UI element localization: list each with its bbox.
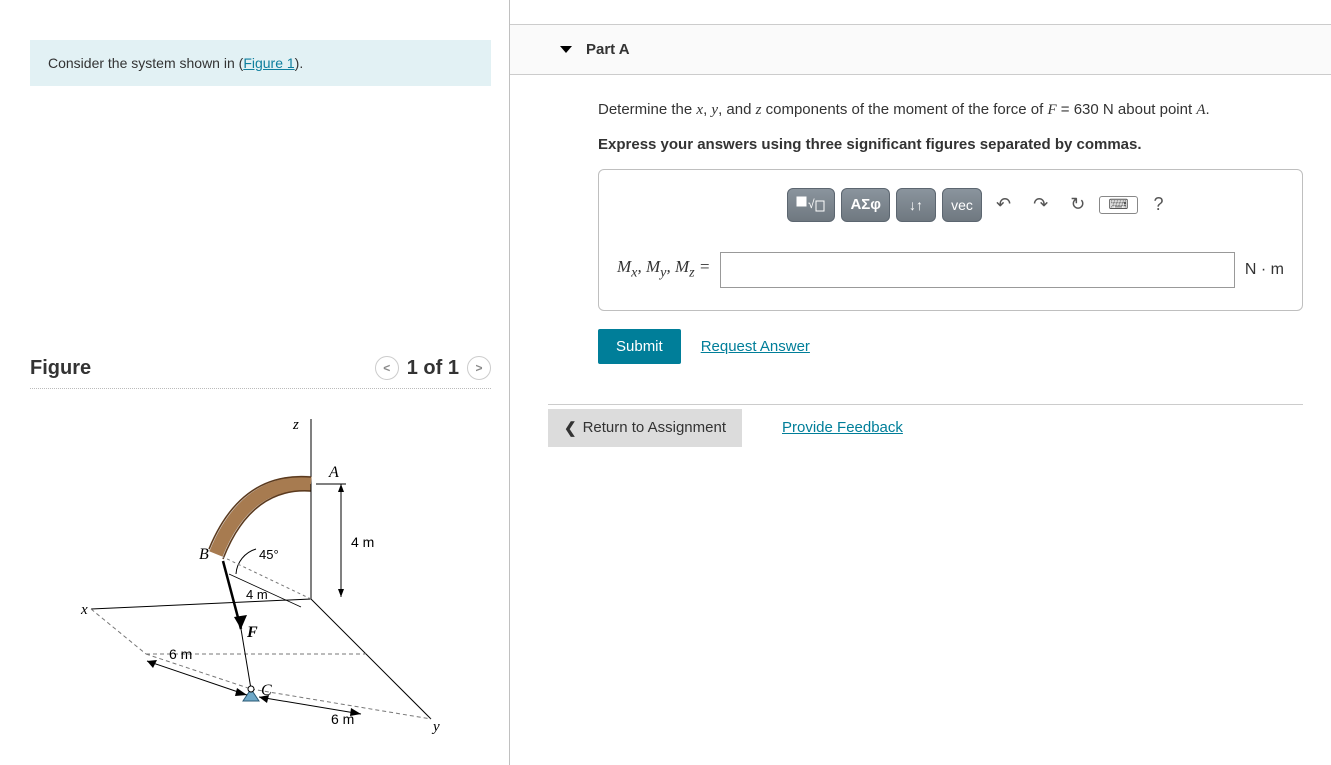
vector-button[interactable]: vec [942,188,982,222]
chevron-left-icon: ❮ [564,419,577,437]
figure-title: Figure [30,357,91,380]
collapse-caret-icon [560,46,572,53]
svg-text:4 m: 4 m [351,534,374,550]
redo-button[interactable]: ↷ [1025,188,1056,222]
svg-text:z: z [292,417,299,433]
svg-text:√: √ [808,197,815,211]
problem-intro: Consider the system shown in (Figure 1). [30,40,491,86]
request-answer-link[interactable]: Request Answer [701,338,810,355]
svg-text:4 m: 4 m [246,587,268,602]
svg-text:6 m: 6 m [169,646,192,662]
right-panel: Part A Determine the x, y, and z compone… [510,0,1331,765]
svg-text:45°: 45° [259,547,279,562]
answer-input[interactable] [720,252,1235,288]
reset-button[interactable]: ↻ [1062,188,1093,222]
svg-text:6 m: 6 m [331,711,354,727]
part-title: Part A [586,41,630,58]
figure-pager: 1 of 1 [407,357,459,380]
prev-figure-button[interactable]: < [375,356,399,380]
part-header[interactable]: Part A [510,24,1331,75]
figure-link[interactable]: Figure 1 [243,55,294,71]
svg-text:y: y [431,719,440,735]
submit-button[interactable]: Submit [598,329,681,364]
return-label: Return to Assignment [583,419,726,436]
intro-text-post: ). [295,55,304,71]
instruction-text: Express your answers using three signifi… [598,136,1303,153]
answer-box: √ ΑΣφ ↓↑ vec ↶ ↷ ↻ ⌨ ? Mx, My, Mz = N · … [598,169,1303,311]
return-button[interactable]: ❮ Return to Assignment [548,409,742,447]
svg-text:B: B [199,546,209,563]
help-button[interactable]: ? [1144,188,1174,222]
question-text: Determine the x, y, and z components of … [598,99,1303,122]
answer-label: Mx, My, Mz = [617,257,710,281]
left-panel: Consider the system shown in (Figure 1).… [0,0,510,765]
feedback-link[interactable]: Provide Feedback [782,419,903,436]
svg-text:C: C [261,682,272,699]
greek-button[interactable]: ΑΣφ [841,188,890,222]
svg-text:F: F [246,624,258,641]
unit-label: N · m [1245,261,1284,279]
next-figure-button[interactable]: > [467,356,491,380]
keyboard-button[interactable]: ⌨ [1099,196,1137,214]
svg-text:A: A [328,464,339,481]
figure-nav: < 1 of 1 > [375,356,491,380]
figure-section: Figure < 1 of 1 > [30,356,491,739]
svg-text:x: x [80,602,88,618]
figure-viewport[interactable]: A B C F x y z 45° 4 m 4 m 6 m 6 m [30,399,491,739]
intro-text-pre: Consider the system shown in ( [48,55,243,71]
template-button[interactable]: √ [787,188,835,222]
undo-button[interactable]: ↶ [988,188,1019,222]
subscript-button[interactable]: ↓↑ [896,188,936,222]
equation-toolbar: √ ΑΣφ ↓↑ vec ↶ ↷ ↻ ⌨ ? [617,188,1284,222]
figure-svg: A B C F x y z 45° 4 m 4 m 6 m 6 m [61,399,461,739]
